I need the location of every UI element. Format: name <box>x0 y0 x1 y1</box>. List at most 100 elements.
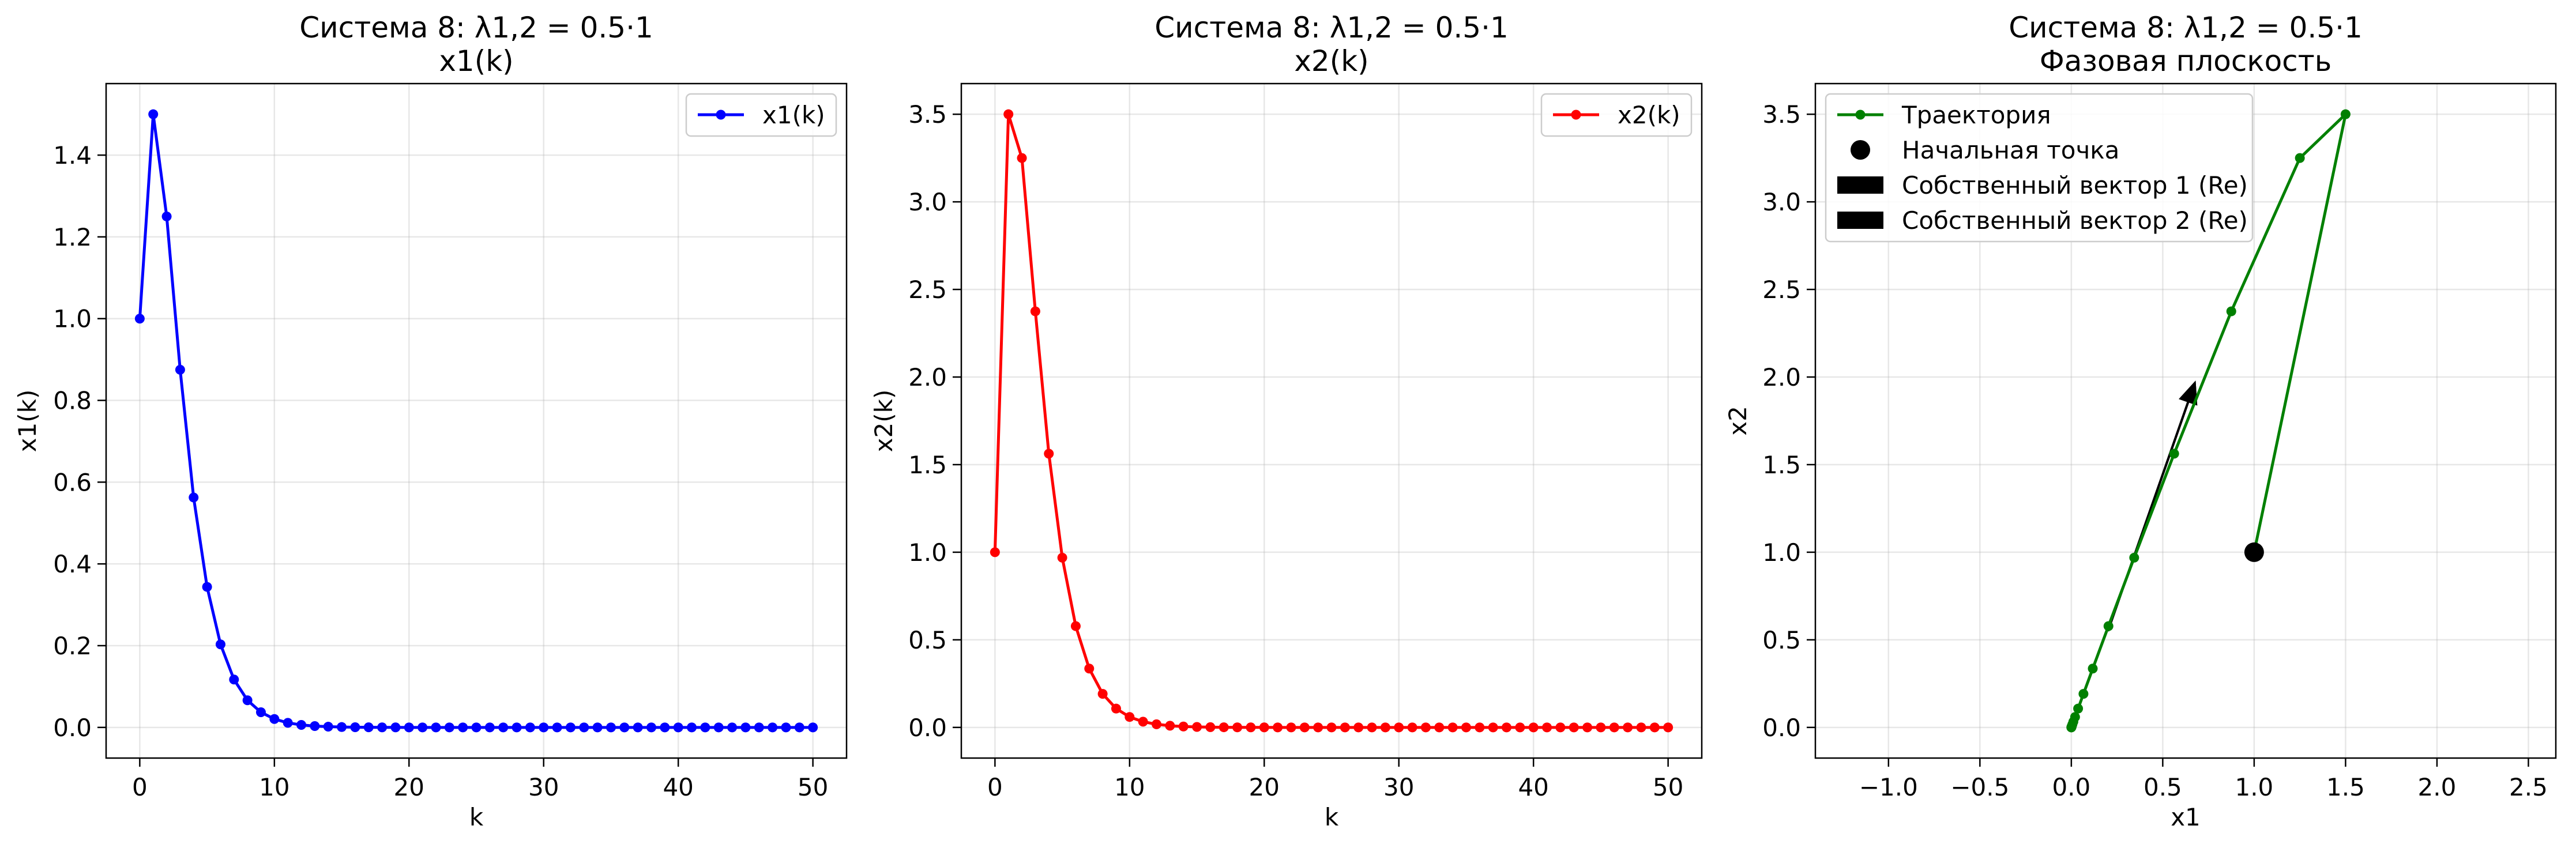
data-point <box>498 722 509 733</box>
data-point <box>727 722 738 733</box>
data-point <box>269 714 280 724</box>
data-point <box>1299 722 1310 733</box>
legend: Траектория Начальная точка Собственный век… <box>1825 93 2254 243</box>
y-tick-label: 2.0 <box>1762 363 1801 391</box>
data-point <box>2078 689 2089 699</box>
data-point <box>1555 722 1566 733</box>
x-tick-label: 50 <box>798 773 828 801</box>
data-point <box>1286 722 1296 733</box>
data-point <box>579 722 589 733</box>
data-point <box>1569 722 1579 733</box>
y-tick-label: 0.8 <box>53 387 92 415</box>
data-point <box>1070 621 1081 631</box>
data-point <box>255 707 266 718</box>
legend-dot-swatch <box>1851 140 1870 160</box>
data-point <box>1111 703 1121 714</box>
x-tick-label: 40 <box>1518 773 1548 801</box>
data-point <box>2088 664 2098 674</box>
y-tick-label: 2.0 <box>908 363 947 391</box>
data-point <box>189 492 199 503</box>
axes-frame <box>1814 82 2557 759</box>
data-point <box>1165 721 1175 731</box>
data-point <box>202 582 212 592</box>
x-tick-label: 30 <box>1383 773 1414 801</box>
data-point <box>794 722 804 733</box>
data-point <box>1178 721 1189 732</box>
y-tick-label: 1.5 <box>908 451 947 479</box>
y-tick-label: 0.0 <box>1762 714 1801 742</box>
data-point <box>377 722 388 733</box>
data-point <box>1326 722 1337 733</box>
x-tick-label: 50 <box>1653 773 1683 801</box>
data-point <box>1367 722 1377 733</box>
chart-subtitle: x1(k) <box>439 44 513 78</box>
data-point <box>1461 722 1471 733</box>
eigenvector-2-head <box>2179 380 2198 406</box>
data-point <box>283 718 293 728</box>
legend-box <box>1540 93 1693 137</box>
data-point <box>175 364 185 375</box>
data-point <box>781 722 791 733</box>
data-point <box>1205 722 1216 732</box>
x-tick-label: 1.5 <box>2326 773 2365 801</box>
data-point <box>700 722 710 733</box>
data-point <box>740 722 751 733</box>
plot-area <box>2066 109 2351 733</box>
data-point <box>148 109 159 119</box>
x-tick-label: 20 <box>394 773 424 801</box>
x-axis-label: x1 <box>2171 803 2201 831</box>
y-tick-label: 0.2 <box>53 632 92 660</box>
data-point <box>2340 109 2351 119</box>
data-point <box>337 722 347 732</box>
y-tick-label: 0.0 <box>908 714 947 742</box>
data-point <box>606 722 616 733</box>
x-axis-label: k <box>1325 803 1339 831</box>
data-point <box>363 722 374 733</box>
data-point <box>134 314 145 324</box>
data-point <box>1407 722 1417 733</box>
data-point <box>390 722 401 733</box>
y-axis-label: x2(k) <box>870 390 898 453</box>
data-point <box>646 722 656 733</box>
x-tick-label: 10 <box>1114 773 1145 801</box>
data-point <box>1192 722 1202 732</box>
y-tick-label: 0.0 <box>53 714 92 742</box>
data-point <box>458 722 468 733</box>
y-tick-label: 0.6 <box>53 468 92 496</box>
data-point <box>1501 722 1511 733</box>
data-point <box>2295 153 2305 163</box>
legend-marker-swatch <box>1571 110 1581 120</box>
chart-panel-2: 0 10 20 30 40 50 0.0 0.5 1.0 1.5 2.0 2.5 3.0 3.5 Систе… <box>870 11 1703 831</box>
data-point <box>1138 717 1148 727</box>
chart-title: Система 8: λ1,2 = 0.5·1 <box>299 11 653 44</box>
y-axis-label: x2 <box>1724 406 1752 436</box>
y-tick-label: 1.0 <box>53 305 92 333</box>
legend-label: Собственный вектор 1 (Re) <box>1902 171 2248 199</box>
data-point <box>1623 722 1633 733</box>
data-point <box>1394 722 1404 733</box>
data-point <box>350 722 360 732</box>
data-point <box>1434 722 1445 733</box>
chart-panel-1: 0 10 20 30 40 50 0.0 0.2 0.4 0.6 0.8 1.0 1.2 1.4 Систе… <box>13 11 848 831</box>
data-point <box>1475 722 1485 733</box>
axes-frame <box>105 82 848 759</box>
y-tick-label: 2.5 <box>1762 276 1801 304</box>
chart-subtitle: Фазовая плоскость <box>2040 44 2332 78</box>
data-point <box>1515 722 1525 733</box>
data-point <box>990 547 1000 557</box>
data-point <box>1232 722 1243 733</box>
data-point <box>215 639 225 650</box>
data-point <box>1259 722 1269 733</box>
data-point <box>418 722 428 733</box>
legend-marker-swatch <box>1855 110 1866 120</box>
data-point <box>310 721 320 731</box>
data-point <box>552 722 562 733</box>
data-point <box>619 722 630 733</box>
data-point <box>1636 722 1646 733</box>
data-point <box>161 211 172 221</box>
axes-frame <box>960 82 1703 759</box>
x-tick-label: 0.5 <box>2143 773 2182 801</box>
x-tick-label: −0.5 <box>1950 773 2009 801</box>
data-point <box>1609 722 1619 733</box>
